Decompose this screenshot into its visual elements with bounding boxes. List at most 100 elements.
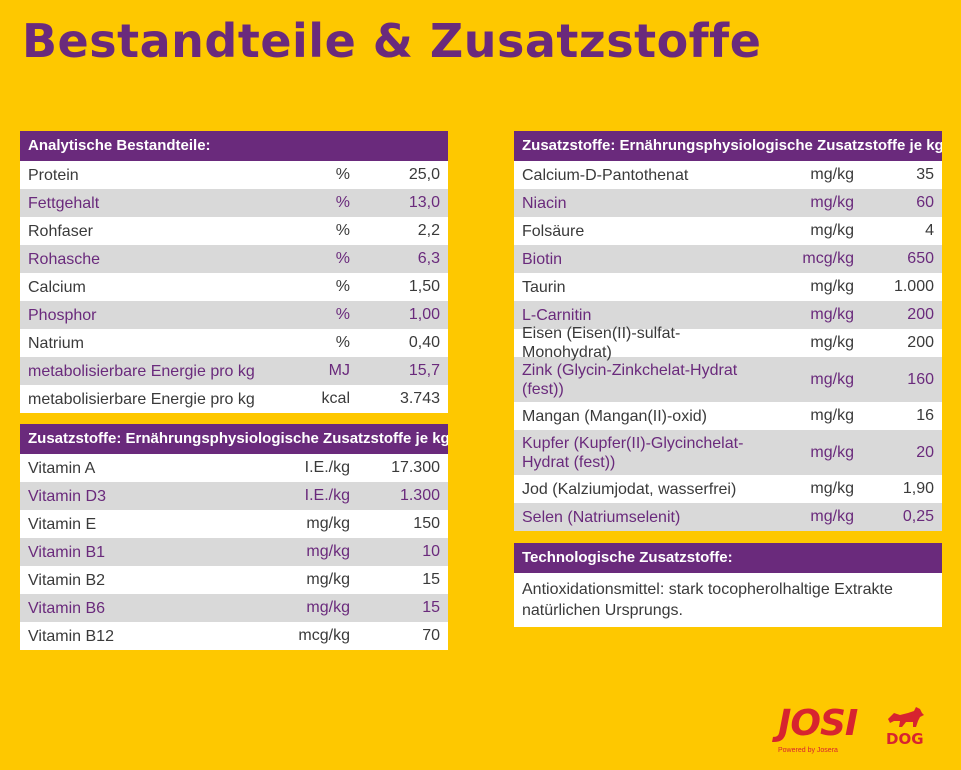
table-row: metabolisierbare Energie pro kg MJ 15,7 [20, 357, 448, 385]
table-row: Calcium% 1,50 [20, 273, 448, 301]
row-value: 15,7 [408, 362, 440, 379]
additives-rows: Calcium-D-Pantothenat mg/kg 35 Niacin mg/kg 6… [514, 161, 942, 531]
logo-tagline: Powered by Josera [778, 747, 838, 754]
row-unit: mg/kg [810, 278, 854, 295]
row-name: Calcium [28, 278, 86, 296]
row-unit: mcg/kg [298, 627, 350, 644]
row-unit: I.E./kg [304, 487, 350, 504]
logo-suffix: DOG [886, 730, 924, 748]
row-name: Mangan (Mangan(II)-oxid) [522, 407, 707, 425]
row-value: 200 [907, 334, 934, 351]
row-value: 650 [907, 250, 934, 267]
row-value: 1,50 [408, 278, 440, 295]
table-row: Folsäure mg/kg 4 [514, 217, 942, 245]
josidog-logo: JOSI DOG Powered by Josera [778, 703, 948, 763]
row-unit: mcg/kg [802, 250, 854, 267]
row-unit: mg/kg [810, 334, 854, 351]
row-name: Kupfer (Kupfer(II)-Glycinchelat-Hydrat (… [522, 434, 744, 471]
row-name: Fettgehalt [28, 194, 100, 212]
row-unit: mg/kg [810, 194, 854, 211]
table-row: Taurin mg/kg 1.000 [514, 273, 942, 301]
table-row: Vitamin D3 I.E./kg 1.300 [20, 482, 448, 510]
table-row: Zink (Glycin-Zinkchelat-Hydrat (fest)) mg… [514, 357, 942, 402]
vitamins-rows: Vitamin A I.E./kg 17.300 Vitamin D3 I.E./kg 1… [20, 454, 448, 650]
row-value: 1.300 [399, 487, 440, 504]
table-row: Protein% 25,0 [20, 161, 448, 189]
row-unit: mg/kg [810, 508, 854, 525]
row-unit: % [335, 250, 350, 267]
row-name: Rohasche [28, 250, 101, 268]
dog-icon [888, 707, 924, 727]
row-unit: mg/kg [810, 306, 854, 323]
row-unit: MJ [328, 362, 350, 379]
tech-text: Antioxidationsmittel: stark tocopherolha… [522, 581, 893, 619]
table-row: metabolisierbare Energie pro kg kcal 3.743 [20, 385, 448, 413]
row-unit: kcal [321, 390, 350, 407]
row-value: 16 [916, 407, 934, 424]
row-unit: mg/kg [810, 443, 854, 461]
row-name: Eisen (Eisen(II)-sulfat-Monohydrat) [522, 325, 681, 361]
row-value: 2,2 [417, 222, 440, 239]
row-value: 200 [907, 306, 934, 323]
row-value: 1.000 [893, 278, 934, 295]
row-name: Rohfaser [28, 222, 93, 240]
row-name: Taurin [522, 278, 566, 296]
row-unit: % [335, 334, 350, 351]
row-unit: mg/kg [306, 599, 350, 616]
additives-table: Zusatzstoffe: Ernährungsphysiologische Z… [514, 131, 942, 531]
table-row: Vitamin B6 mg/kg 15 [20, 594, 448, 622]
row-unit: mg/kg [810, 407, 854, 424]
row-value: 60 [916, 194, 934, 211]
row-unit: mg/kg [810, 370, 854, 388]
table-row: Calcium-D-Pantothenat mg/kg 35 [514, 161, 942, 189]
row-name: Protein [28, 166, 79, 184]
table-row: Selen (Natriumselenit) mg/kg 0,25 [514, 503, 942, 531]
row-value: 13,0 [408, 194, 440, 211]
analytic-table: Analytische Bestandteile: Protein% 25,0 Fe… [20, 131, 448, 413]
row-value: 10 [422, 543, 440, 560]
row-value: 3.743 [399, 390, 440, 407]
table-row: Jod (Kalziumjodat, wasserfrei) mg/kg 1,90 [514, 475, 942, 503]
row-name: Selen (Natriumselenit) [522, 508, 681, 526]
row-value: 6,3 [417, 250, 440, 267]
row-unit: % [335, 222, 350, 239]
row-value: 1,90 [902, 480, 934, 497]
row-name: metabolisierbare Energie pro kg [28, 362, 255, 380]
table-row: Rohfaser% 2,2 [20, 217, 448, 245]
row-name: Vitamin B6 [28, 599, 106, 617]
table-row: Niacin mg/kg 60 [514, 189, 942, 217]
row-unit: % [335, 166, 350, 183]
row-name: Folsäure [522, 222, 585, 240]
row-name: Vitamin B12 [28, 627, 114, 645]
row-unit: mg/kg [810, 480, 854, 497]
row-name: Zink (Glycin-Zinkchelat-Hydrat (fest)) [522, 361, 738, 398]
tech-table: Technologische Zusatzstoffe: Antioxidati… [514, 543, 942, 627]
row-name: Vitamin A [28, 459, 96, 477]
row-value: 70 [422, 627, 440, 644]
row-unit: % [335, 306, 350, 323]
logo-brand: JOSI [778, 703, 858, 744]
row-unit: mg/kg [306, 515, 350, 532]
row-name: Natrium [28, 334, 85, 352]
row-value: 25,0 [408, 166, 440, 183]
row-value: 15 [422, 599, 440, 616]
row-unit: % [335, 278, 350, 295]
vitamins-table: Zusatzstoffe: Ernährungsphysiologische Z… [20, 424, 448, 650]
table-row: Mangan (Mangan(II)-oxid) mg/kg 16 [514, 402, 942, 430]
row-value: 150 [413, 515, 440, 532]
row-value: 160 [907, 370, 934, 388]
table-row: Vitamin B1 mg/kg 10 [20, 538, 448, 566]
row-name: Niacin [522, 194, 567, 212]
row-value: 0,25 [902, 508, 934, 525]
row-value: 15 [422, 571, 440, 588]
table-row: Biotin mcg/kg 650 [514, 245, 942, 273]
row-name: Calcium-D-Pantothenat [522, 166, 689, 184]
table-row: Natrium% 0,40 [20, 329, 448, 357]
vitamins-table-header: Zusatzstoffe: Ernährungsphysiologische Z… [20, 424, 448, 454]
row-value: 4 [925, 222, 934, 239]
tech-table-header: Technologische Zusatzstoffe: [514, 543, 942, 573]
table-row: Vitamin B12 mcg/kg 70 [20, 622, 448, 650]
table-row: L-Carnitin mg/kg 200 [514, 301, 942, 329]
row-value: 35 [916, 166, 934, 183]
page-title: Bestandteile & Zusatzstoffe [22, 14, 762, 68]
